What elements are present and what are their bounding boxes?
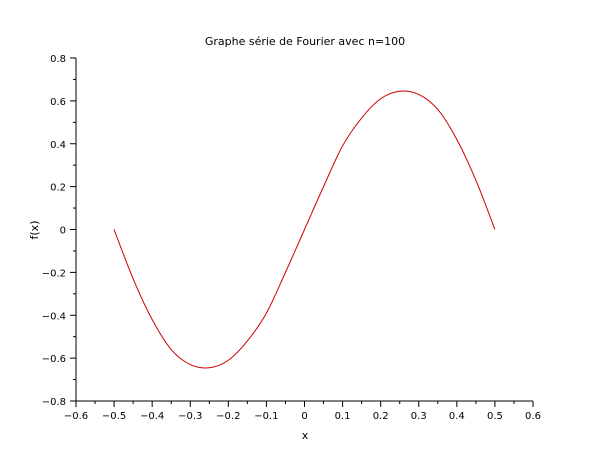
y-tick-label: 0.2 bbox=[50, 183, 66, 194]
x-tick-label: 0.6 bbox=[525, 411, 541, 422]
axes: −0.6 −0.5 −0.4 −0.3 −0.2 −0.1 0 0.1 0.2 0.3 0.4 0.5… bbox=[42, 54, 541, 422]
x-tick-label: 0.3 bbox=[411, 411, 427, 422]
x-tick-label: −0.5 bbox=[102, 411, 126, 422]
y-tick-label: −0.6 bbox=[42, 354, 66, 365]
y-tick-label: 0.8 bbox=[50, 54, 66, 65]
x-tick-label: 0.1 bbox=[335, 411, 351, 422]
x-tick-label: −0.4 bbox=[140, 411, 164, 422]
x-tick-label: 0.2 bbox=[373, 411, 389, 422]
x-tick-label: 0.4 bbox=[449, 411, 465, 422]
y-tick-label: −0.2 bbox=[42, 268, 66, 279]
y-tick-label: 0.6 bbox=[50, 97, 66, 108]
chart-title: Graphe série de Fourier avec n=100 bbox=[205, 35, 405, 48]
x-tick-label: −0.3 bbox=[178, 411, 202, 422]
y-tick-label: −0.4 bbox=[42, 311, 66, 322]
y-tick-label: 0 bbox=[60, 226, 66, 237]
y-tick-label: 0.4 bbox=[50, 140, 66, 151]
x-tick-label: −0.6 bbox=[64, 411, 88, 422]
x-tick-label: 0.5 bbox=[487, 411, 503, 422]
x-axis-label: x bbox=[302, 429, 309, 442]
x-tick-label: −0.2 bbox=[216, 411, 240, 422]
y-axis-label: f(x) bbox=[28, 221, 41, 240]
series-line bbox=[113, 90, 496, 369]
x-tick-label: 0 bbox=[301, 411, 307, 422]
y-tick-label: −0.8 bbox=[42, 397, 66, 408]
x-tick-label: −0.1 bbox=[254, 411, 278, 422]
series-layer bbox=[113, 90, 496, 369]
